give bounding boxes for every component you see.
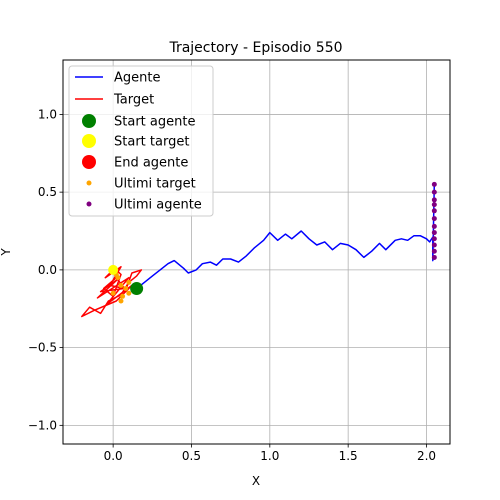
ultimi-agente-point [431,181,437,187]
ultimi-agente-point [431,254,437,260]
start-target-marker [108,264,119,275]
chart-title: Trajectory - Episodio 550 [168,40,342,56]
ultimi-target-point [126,279,132,285]
y-tick-label: 1.0 [38,107,57,121]
start-agente-marker [130,282,144,296]
ultimi-agente-point [431,216,437,222]
legend-label-start-agente: Start agente [114,115,195,130]
ultimi-agente-point [431,248,437,254]
plot-frame [62,59,451,445]
legend-label-start-target: Start target [114,135,189,150]
ultimi-target-point [118,282,124,288]
ultimi-agente-point [431,189,437,195]
series-line-agente [136,184,436,290]
y-tick-label: −0.5 [28,341,57,355]
ultimi-target-point [126,290,132,296]
x-tick-label: 0.5 [182,449,201,463]
legend-label-ultimi-agente: Ultimi agente [114,198,202,213]
x-tick-label: 1.5 [339,449,358,463]
ultimi-agente-point [431,230,437,236]
y-tick-label: −1.0 [28,418,57,432]
legend: Agente Target Start agente Start target End … [68,65,214,217]
ultimi-agente-point [431,242,437,248]
legend-box [68,65,214,217]
ultimi-agente-point [431,197,437,203]
ultimi-agente-point [431,202,437,208]
x-tick-label: 0.0 [104,449,123,463]
legend-label-end-agente: End agente [114,156,188,171]
legend-label-agente: Agente [114,71,160,86]
legend-swatch-end-agente [82,155,96,169]
ultimi-agente-point [431,223,437,229]
y-tick-label: 0.0 [38,263,57,277]
x-tick-label: 2.0 [417,449,436,463]
x-tick-label: 1.0 [260,449,279,463]
ultimi-agente-point [431,236,437,242]
ultimi-target-point [120,293,126,299]
y-axis-label: Y [0,248,13,257]
plot-series [81,181,437,318]
ultimi-target-point [118,298,124,304]
x-axis-label: X [252,474,260,488]
legend-swatch-start-target [82,134,96,148]
ultimi-agente-point [431,208,437,214]
legend-swatch-ultimi-target [86,180,92,186]
legend-swatch-start-agente [82,114,96,128]
legend-label-ultimi-target: Ultimi target [114,177,196,192]
y-tick-label: 0.5 [38,185,57,199]
legend-swatch-ultimi-agente [86,201,92,207]
legend-label-target: Target [113,93,154,108]
ultimi-target-point [110,290,116,296]
ultimi-target-point [123,286,129,292]
axis-ticks: 0.0 0.5 1.0 1.5 2.0 −1.0 −0.5 0.0 0.5 1.0 [28,107,436,463]
